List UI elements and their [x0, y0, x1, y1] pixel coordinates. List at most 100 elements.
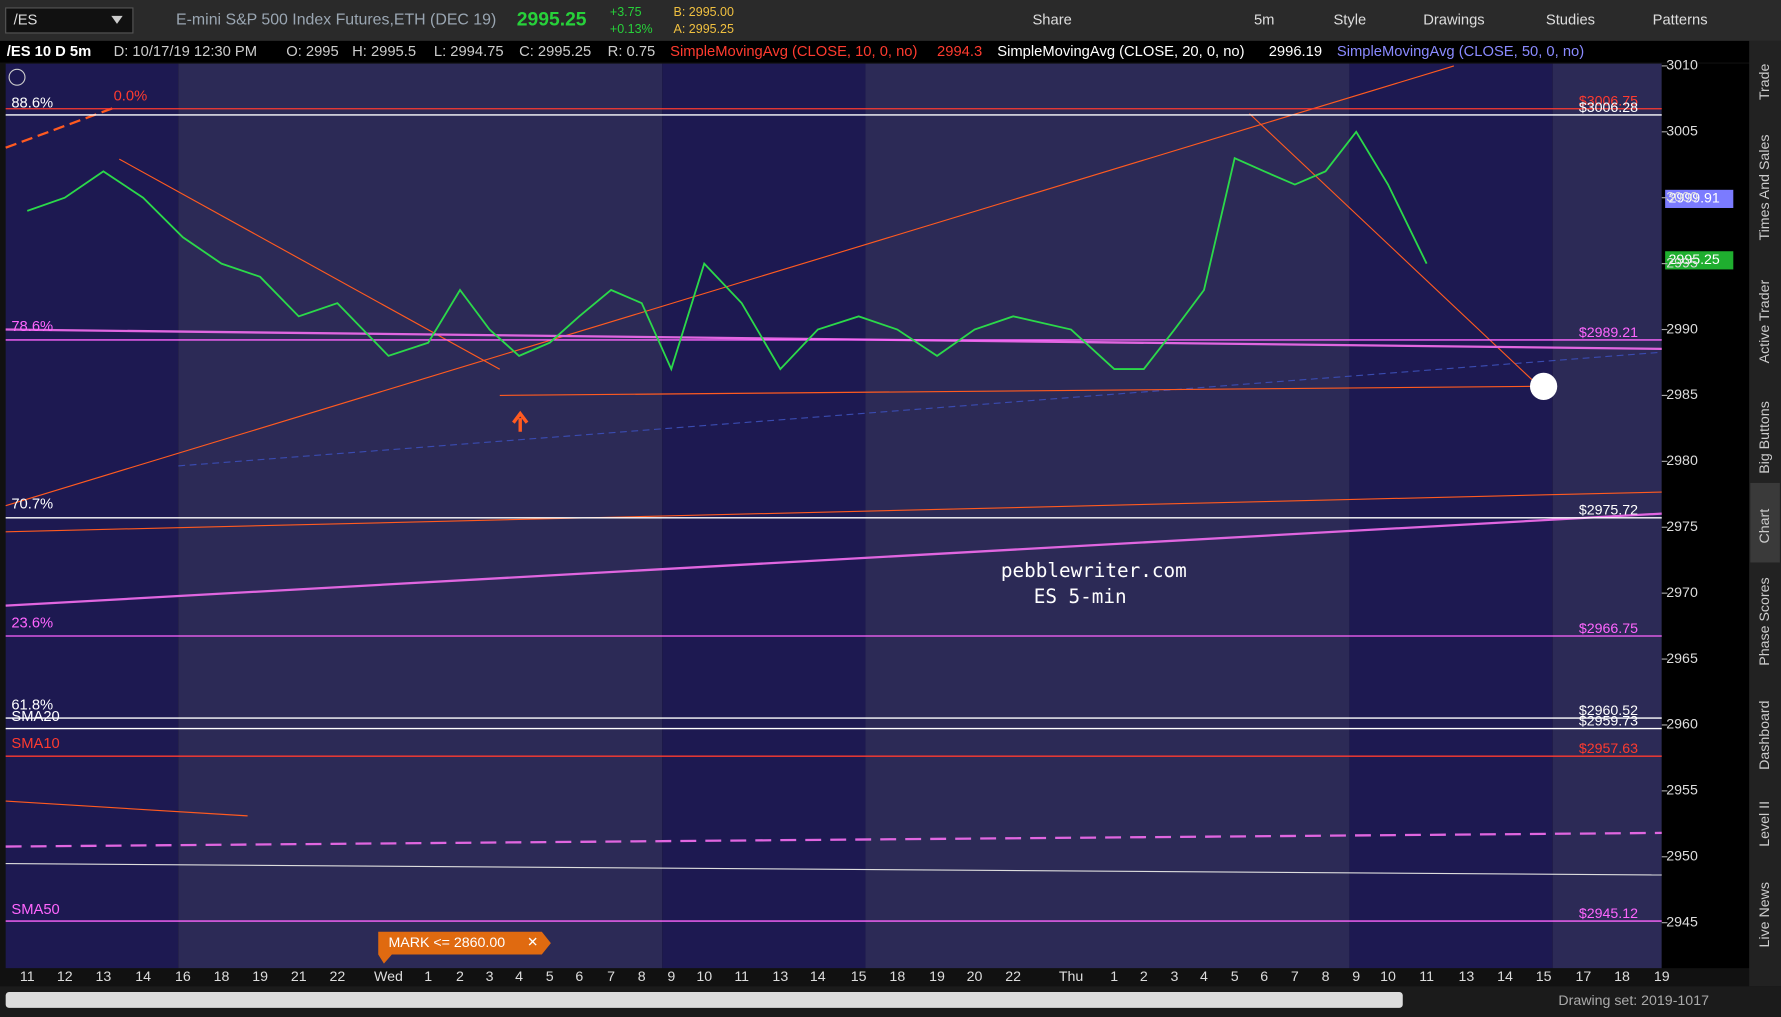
studies-button[interactable]: Studies [1546, 12, 1595, 28]
x-tick-label: 20 [967, 969, 983, 985]
x-tick-label: 7 [607, 969, 615, 985]
level-label: $2960.52 [1579, 703, 1638, 719]
sma-label: SMA20 [11, 709, 59, 725]
x-tick-label: 18 [1614, 969, 1630, 985]
level-label: $2966.75 [1579, 621, 1638, 637]
y-tick-label: 2955 [1666, 783, 1698, 799]
watermark: ES 5-min [1034, 585, 1127, 608]
side-tab[interactable]: Dashboard [1757, 700, 1773, 769]
level-label: $2957.63 [1579, 741, 1638, 757]
x-tick-label: 22 [1005, 969, 1021, 985]
timeframe-button[interactable]: 5m [1254, 12, 1274, 28]
y-tick-label: 2995 [1666, 255, 1698, 271]
y-tick-label: 2980 [1666, 453, 1698, 469]
x-tick-label: 3 [486, 969, 494, 985]
bar-high: H: 2995.5 [352, 44, 416, 60]
side-tab[interactable]: Live News [1757, 882, 1773, 947]
x-tick-label: 6 [1260, 969, 1268, 985]
x-tick-label: Thu [1059, 969, 1083, 985]
bid: B: 2995.00 [674, 5, 734, 19]
side-tab[interactable]: Trade [1757, 63, 1773, 100]
x-tick-label: 17 [1575, 969, 1591, 985]
price-badge [1665, 189, 1734, 208]
study-line [0, 40, 1750, 63]
x-tick-label: 9 [1352, 969, 1360, 985]
scrollbar[interactable] [5, 992, 1403, 1008]
sma10-label: SimpleMovingAvg (CLOSE, 10, 0, no) [670, 44, 917, 60]
side-tab[interactable]: Big Buttons [1757, 401, 1773, 474]
x-tick-label: 11 [1419, 969, 1434, 985]
x-tick-label: 14 [1497, 969, 1513, 985]
x-tick-label: 11 [734, 969, 749, 985]
fib-label: 23.6% [11, 616, 53, 632]
share-button[interactable]: Share [1032, 12, 1071, 28]
x-tick-label: 19 [1654, 969, 1670, 985]
y-tick-label: 2985 [1666, 387, 1698, 403]
x-tick-label: 13 [1458, 969, 1474, 985]
symbol[interactable]: /ES [14, 12, 38, 28]
fib-label: 61.8% [11, 698, 53, 714]
mark-label: MARK <= 2860.00 [388, 935, 505, 951]
level-label: $2959.73 [1579, 713, 1638, 729]
x-tick-label: 22 [329, 969, 345, 985]
level-label: $2989.21 [1579, 325, 1638, 341]
change: +3.75 [610, 5, 642, 19]
patterns-button[interactable]: Patterns [1653, 12, 1708, 28]
side-tab[interactable]: Phase Scores [1757, 577, 1773, 665]
x-tick-label: 13 [95, 969, 111, 985]
x-tick-label: 8 [1322, 969, 1330, 985]
y-tick-label: 2965 [1666, 651, 1698, 667]
drawing-set: Drawing set: 2019-1017 [1558, 993, 1709, 1009]
side-tab[interactable]: Chart [1757, 509, 1773, 544]
x-tick-label: 2 [1140, 969, 1148, 985]
fib-label: 70.7% [11, 496, 53, 512]
x-tick-label: 4 [1200, 969, 1208, 985]
x-tick-label: 11 [20, 969, 35, 985]
x-tick-label: 5 [546, 969, 554, 985]
x-tick-label: 3 [1171, 969, 1179, 985]
price-line [26, 130, 1428, 372]
style-button[interactable]: Style [1333, 12, 1366, 28]
y-tick-label: 2990 [1666, 321, 1698, 337]
sma10-value: 2994.3 [937, 44, 982, 60]
sma50-label: SimpleMovingAvg (CLOSE, 50, 0, no) [1337, 44, 1584, 60]
x-tick-label: 14 [810, 969, 826, 985]
last-price: 2995.25 [517, 10, 587, 31]
watermark: pebblewriter.com [1001, 559, 1187, 582]
drawings-button[interactable]: Drawings [1423, 12, 1484, 28]
x-tick-label: 10 [696, 969, 712, 985]
x-tick-label: 21 [291, 969, 307, 985]
level-label: $2945.12 [1579, 906, 1638, 922]
ask: A: 2995.25 [674, 22, 734, 36]
sma20-value: 2996.19 [1269, 44, 1322, 60]
x-tick-label: 18 [214, 969, 230, 985]
x-tick-label: 14 [135, 969, 151, 985]
side-tab[interactable]: Active Trader [1757, 280, 1773, 364]
side-tab[interactable]: Times And Sales [1757, 135, 1773, 241]
bar-close: C: 2995.25 [519, 44, 591, 60]
x-tick-label: 18 [889, 969, 905, 985]
level-label: $3006.28 [1579, 100, 1638, 116]
x-tick-label: 8 [638, 969, 646, 985]
fib-label: 78.6% [11, 319, 53, 335]
mark-close[interactable]: ✕ [527, 935, 538, 950]
x-tick-label: 1 [1110, 969, 1118, 985]
sma-label: SMA10 [11, 736, 59, 752]
y-tick-label: 2950 [1666, 849, 1698, 865]
level-label: $2975.72 [1579, 503, 1638, 519]
level-label: $3006.75 [1579, 94, 1638, 110]
x-tick-label: Wed [374, 969, 403, 985]
price-badge-label: 2995.25 [1669, 252, 1720, 268]
chart-symbol: /ES 10 D 5m [7, 44, 91, 60]
side-tab[interactable]: Level II [1757, 801, 1773, 847]
y-tick-label: 2945 [1666, 914, 1698, 930]
x-tick-label: 19 [252, 969, 268, 985]
symbol-box[interactable] [5, 7, 134, 34]
bar-date: D: 10/17/19 12:30 PM [114, 44, 257, 60]
y-tick-label: 3010 [1666, 58, 1698, 74]
x-tick-label: 1 [424, 969, 432, 985]
y-tick-label: 2960 [1666, 717, 1698, 733]
y-tick-label: 3005 [1666, 124, 1698, 140]
x-tick-label: 5 [1231, 969, 1239, 985]
